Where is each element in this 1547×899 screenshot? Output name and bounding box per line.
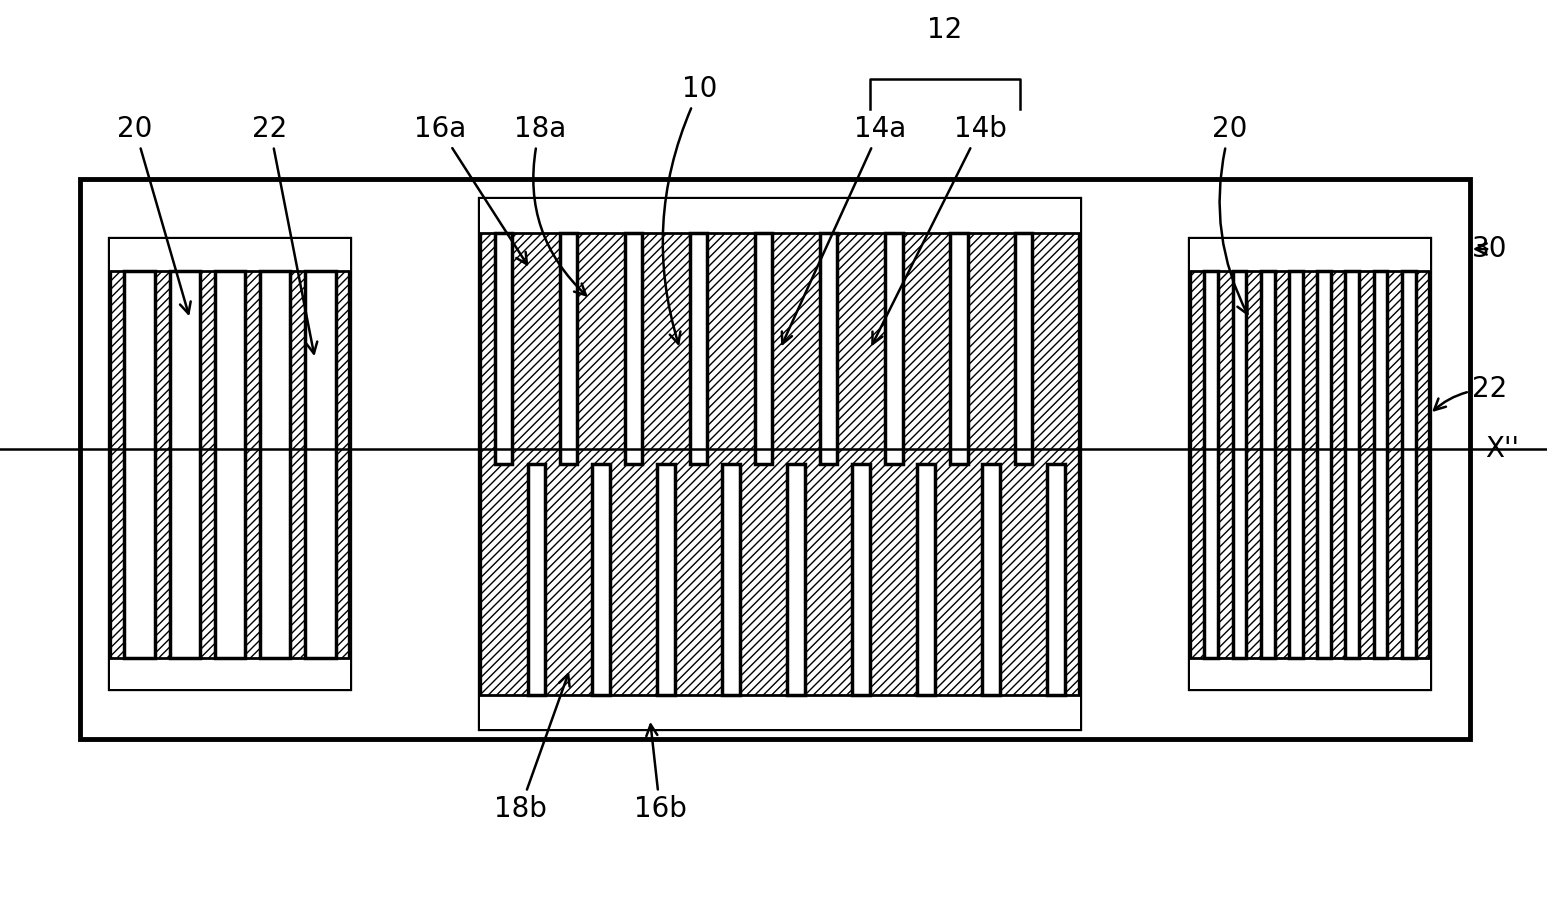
Bar [1402, 271, 1416, 657]
Bar [820, 234, 837, 464]
Bar [625, 234, 642, 464]
Bar [110, 239, 350, 271]
Bar [657, 464, 674, 695]
Text: 20: 20 [1213, 115, 1248, 314]
Bar [1289, 271, 1303, 657]
Bar [1374, 271, 1388, 657]
Bar [690, 234, 707, 464]
Text: 30: 30 [1473, 235, 1508, 263]
Bar [215, 271, 246, 657]
Text: 20: 20 [118, 115, 190, 314]
Bar [1261, 271, 1275, 657]
Bar [110, 239, 350, 689]
Bar [852, 464, 869, 695]
Text: 14b: 14b [873, 115, 1007, 344]
Text: 18b: 18b [493, 674, 569, 823]
Bar [560, 234, 577, 464]
Bar [1346, 271, 1360, 657]
Bar [170, 271, 200, 657]
Bar [722, 464, 739, 695]
Bar [1233, 271, 1247, 657]
Text: 22: 22 [252, 115, 317, 353]
Bar [1316, 271, 1330, 657]
Bar [110, 657, 350, 689]
Text: 22: 22 [1434, 375, 1508, 410]
Text: X'': X'' [1485, 435, 1519, 463]
Bar [480, 199, 1080, 234]
Bar [917, 464, 934, 695]
Bar [1190, 657, 1429, 689]
Bar [495, 234, 512, 464]
Bar [260, 271, 291, 657]
Text: 10: 10 [662, 75, 718, 343]
Bar [480, 695, 1080, 729]
Text: 12: 12 [927, 16, 962, 44]
Bar [480, 199, 1080, 729]
Bar [1015, 234, 1032, 464]
Bar [755, 234, 772, 464]
Text: 16b: 16b [634, 725, 687, 823]
Bar [1205, 271, 1217, 657]
Bar [80, 179, 1470, 739]
Bar [787, 464, 804, 695]
Text: 14a: 14a [781, 115, 907, 344]
Bar [982, 464, 999, 695]
Bar [885, 234, 902, 464]
Bar [480, 199, 1080, 729]
Bar [1190, 239, 1429, 689]
Bar [528, 464, 545, 695]
Bar [305, 271, 336, 657]
Bar [950, 234, 967, 464]
Bar [1047, 464, 1064, 695]
Bar [593, 464, 610, 695]
Bar [1190, 239, 1429, 271]
Bar [110, 239, 350, 689]
Text: 18a: 18a [514, 115, 586, 295]
Text: 16a: 16a [415, 115, 528, 264]
Bar [1190, 239, 1429, 689]
Bar [124, 271, 155, 657]
